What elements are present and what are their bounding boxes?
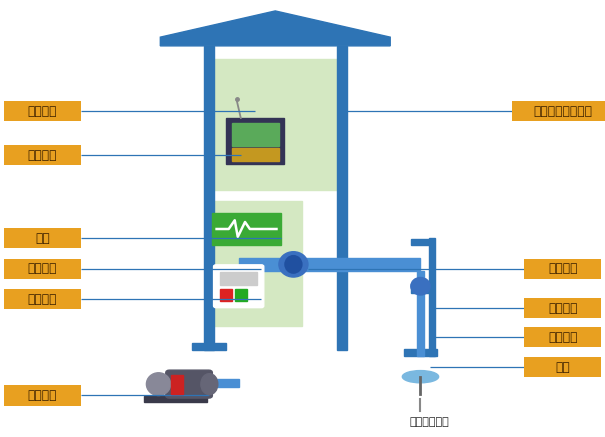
- Text: 上报刷卡取水信息: 上报刷卡取水信息: [533, 105, 592, 118]
- Ellipse shape: [279, 252, 308, 277]
- FancyBboxPatch shape: [4, 385, 81, 406]
- Text: 发送信号: 发送信号: [28, 149, 57, 162]
- FancyBboxPatch shape: [4, 145, 81, 165]
- Bar: [206, 201, 301, 326]
- Ellipse shape: [201, 374, 218, 395]
- Bar: [220, 272, 257, 285]
- FancyBboxPatch shape: [512, 101, 605, 121]
- Bar: [411, 288, 430, 293]
- FancyBboxPatch shape: [166, 370, 212, 398]
- Bar: [239, 258, 420, 271]
- Bar: [226, 118, 284, 164]
- Text: 压力监测: 压力监测: [548, 302, 577, 315]
- Bar: [171, 375, 183, 394]
- Bar: [235, 289, 247, 301]
- Bar: [220, 289, 232, 301]
- FancyBboxPatch shape: [524, 298, 601, 318]
- Ellipse shape: [402, 371, 439, 383]
- FancyBboxPatch shape: [524, 357, 601, 377]
- Text: 压力式水位计: 压力式水位计: [410, 417, 450, 427]
- Text: 水位监测: 水位监测: [548, 331, 577, 344]
- Bar: [204, 46, 214, 350]
- Ellipse shape: [285, 256, 302, 273]
- Bar: [154, 379, 239, 387]
- Text: 流量监测: 流量监测: [548, 262, 577, 275]
- Ellipse shape: [146, 373, 171, 395]
- Text: 供水: 供水: [555, 361, 570, 374]
- Text: 启动水泵: 启动水泵: [28, 293, 57, 306]
- Bar: [232, 148, 279, 161]
- Text: 电能监测: 电能监测: [28, 262, 57, 275]
- FancyBboxPatch shape: [524, 327, 601, 347]
- Bar: [144, 396, 207, 402]
- Text: 送电: 送电: [35, 232, 50, 245]
- Bar: [411, 239, 430, 245]
- FancyBboxPatch shape: [4, 289, 81, 309]
- FancyBboxPatch shape: [524, 259, 601, 279]
- Ellipse shape: [411, 277, 430, 295]
- FancyBboxPatch shape: [214, 265, 264, 308]
- Bar: [206, 59, 345, 190]
- Bar: [417, 271, 424, 356]
- FancyBboxPatch shape: [4, 228, 81, 248]
- Bar: [232, 123, 279, 146]
- Bar: [192, 343, 226, 350]
- Text: 水泵工作: 水泵工作: [28, 389, 57, 402]
- Bar: [429, 238, 435, 356]
- Bar: [212, 213, 281, 245]
- FancyBboxPatch shape: [4, 101, 81, 121]
- Polygon shape: [160, 11, 390, 46]
- Text: 刷卡取水: 刷卡取水: [28, 105, 57, 118]
- FancyBboxPatch shape: [4, 259, 81, 279]
- Bar: [337, 46, 347, 350]
- Bar: [404, 349, 437, 356]
